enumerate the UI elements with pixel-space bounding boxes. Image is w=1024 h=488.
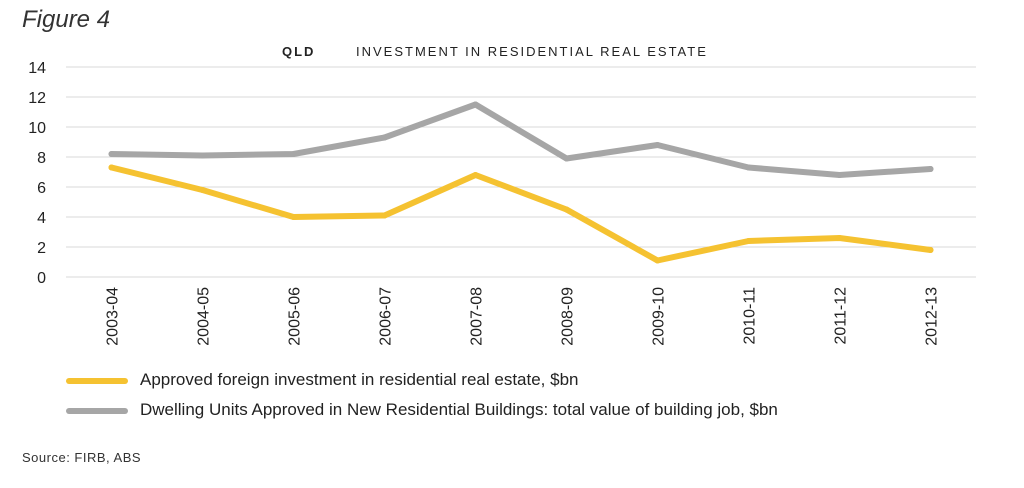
y-axis-ticks: 0 2 4 6 8 10 12 14 (28, 60, 46, 287)
y-tick-label: 0 (37, 270, 46, 287)
data-point-series-2 (472, 101, 479, 108)
data-point-series-2 (563, 155, 570, 162)
data-point-series-2 (290, 151, 297, 157)
x-tick-label: 2007-08 (469, 287, 486, 346)
y-tick-label: 8 (37, 150, 46, 167)
x-tick-label: 2004-05 (196, 287, 213, 346)
data-point-series-1 (199, 187, 206, 193)
y-tick-label: 2 (37, 240, 46, 257)
y-tick-label: 6 (37, 180, 46, 197)
data-point-series-2 (654, 142, 661, 148)
series-line-1 (108, 164, 934, 264)
y-tick-label: 14 (28, 60, 46, 77)
x-axis-ticks: 2003-04 2004-05 2005-06 2006-07 2007-08 2008-… (105, 287, 941, 346)
data-point-series-2 (108, 151, 115, 157)
data-point-series-1 (745, 238, 752, 244)
grid-lines (66, 66, 976, 278)
data-point-series-2 (836, 172, 843, 178)
data-point-series-1 (927, 247, 934, 253)
data-point-series-1 (836, 235, 843, 241)
x-tick-label: 2005-06 (287, 287, 304, 346)
y-tick-label: 12 (28, 90, 46, 107)
data-point-series-2 (745, 164, 752, 171)
legend-label-series-2: Dwelling Units Approved in New Residenti… (140, 400, 778, 419)
figure-label: Figure 4 (22, 6, 111, 33)
data-point-series-1 (654, 257, 661, 264)
legend-swatch-series-1 (66, 378, 128, 384)
x-tick-label: 2010-11 (742, 287, 759, 345)
x-tick-label: 2006-07 (378, 287, 395, 346)
legend-swatch-series-2 (66, 408, 128, 414)
x-tick-label: 2011-12 (833, 287, 850, 345)
data-point-series-2 (199, 152, 206, 159)
legend-label-series-1: Approved foreign investment in residenti… (140, 370, 579, 389)
chart-title-main: INVESTMENT IN RESIDENTIAL REAL ESTATE (356, 44, 708, 59)
x-tick-label: 2012-13 (924, 287, 941, 346)
data-point-series-1 (108, 164, 115, 171)
y-tick-label: 4 (37, 210, 46, 227)
line-chart: 0 2 4 6 8 10 12 14 2003-04 2004-05 2005-06 2006-07… (28, 60, 976, 346)
data-point-series-1 (563, 206, 570, 213)
x-tick-label: 2009-10 (651, 287, 668, 346)
data-point-series-2 (927, 166, 934, 172)
x-tick-label: 2008-09 (560, 287, 577, 346)
data-point-series-1 (381, 212, 388, 219)
source-note: Source: FIRB, ABS (22, 450, 142, 465)
y-tick-label: 10 (28, 120, 46, 137)
x-tick-label: 2003-04 (105, 287, 122, 346)
series-lines (108, 101, 934, 264)
data-point-series-1 (472, 172, 479, 178)
series-line-2 (108, 101, 934, 178)
data-point-series-2 (381, 134, 388, 141)
chart-title-region: QLD (282, 44, 316, 59)
data-point-series-1 (290, 214, 297, 220)
